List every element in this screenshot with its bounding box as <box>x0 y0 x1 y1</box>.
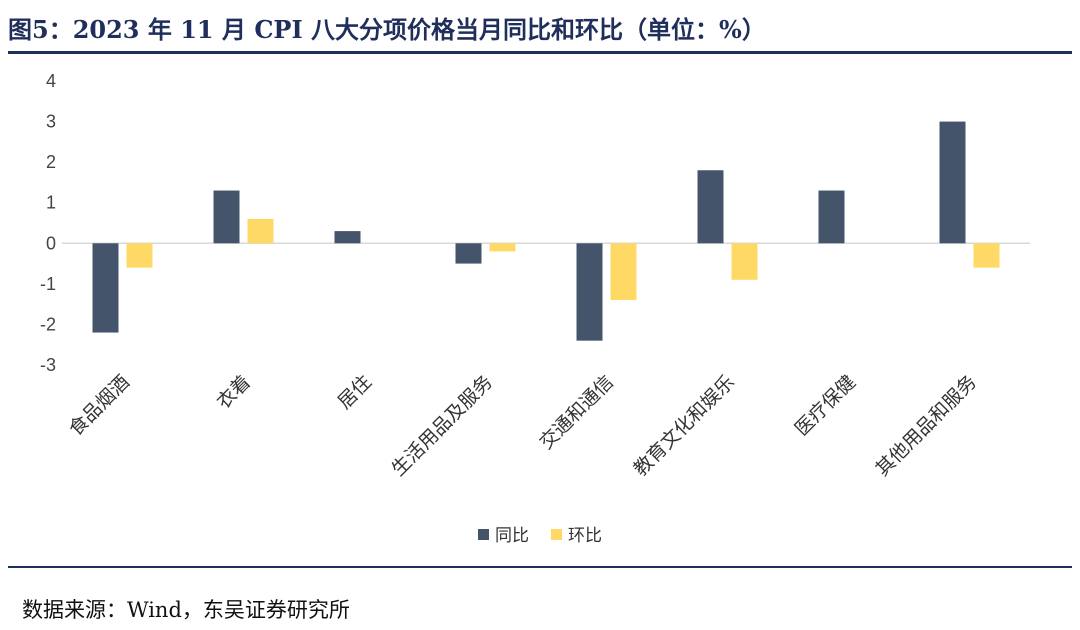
x-axis-labels: 食品烟酒 衣着 居住 生活用品及服务 交通和通信 教育文化和娱乐 医疗保健 其他用品和服务 <box>65 371 981 481</box>
bar-chart: 4 3 2 1 0 -1 -2 -3 食品烟酒 衣着 居住 生活用品及服务 交通和通信 教育文化和娱乐医… <box>40 71 1030 546</box>
legend: 同比 环比 <box>478 526 602 546</box>
y-tick-label: 0 <box>46 233 56 253</box>
y-tick-label: -2 <box>40 314 56 334</box>
bar-yoy <box>213 190 240 244</box>
y-tick-label: 1 <box>46 193 56 213</box>
y-tick-label: -1 <box>40 274 56 294</box>
legend-label-mom: 环比 <box>568 526 602 546</box>
bar-yoy <box>92 243 119 333</box>
x-category-label: 衣着 <box>213 371 255 413</box>
bar-mom <box>973 243 1000 268</box>
bar-yoy <box>939 121 966 244</box>
bars <box>92 121 1000 341</box>
y-tick-label: -3 <box>40 355 56 375</box>
top-rule <box>8 51 1072 54</box>
x-category-label: 居住 <box>334 371 376 413</box>
legend-swatch-mom <box>551 529 562 540</box>
bar-mom <box>489 243 516 252</box>
x-category-label: 教育文化和娱乐 <box>629 371 739 481</box>
bar-yoy <box>697 170 724 244</box>
y-tick-label: 3 <box>46 112 56 132</box>
bar-mom <box>610 243 637 301</box>
y-tick-label: 4 <box>46 71 56 91</box>
bar-yoy <box>818 190 845 244</box>
chart-title: 图5：2023 年 11 月 CPI 八大分项价格当月同比和环比（单位：%） <box>8 15 766 44</box>
bar-yoy <box>334 231 361 244</box>
y-tick-label: 2 <box>46 152 56 172</box>
bar-yoy <box>576 243 603 341</box>
bar-yoy <box>455 243 482 264</box>
title-bar: 图5：2023 年 11 月 CPI 八大分项价格当月同比和环比（单位：%） <box>0 0 1080 50</box>
x-category-label: 其他用品和服务 <box>871 371 981 481</box>
legend-label-yoy: 同比 <box>495 526 529 546</box>
bottom-rule <box>8 566 1072 568</box>
bar-mom <box>126 243 153 268</box>
bar-mom <box>247 218 274 244</box>
bar-mom <box>731 243 758 280</box>
x-category-label: 医疗保健 <box>791 371 860 440</box>
x-category-label: 生活用品及服务 <box>387 371 497 481</box>
x-category-label: 食品烟酒 <box>65 371 134 440</box>
legend-swatch-yoy <box>478 529 489 540</box>
y-axis-ticks: 4 3 2 1 0 -1 -2 -3 <box>40 71 56 375</box>
x-category-label: 交通和通信 <box>535 371 618 454</box>
source-note: 数据来源：Wind，东吴证券研究所 <box>22 598 350 622</box>
